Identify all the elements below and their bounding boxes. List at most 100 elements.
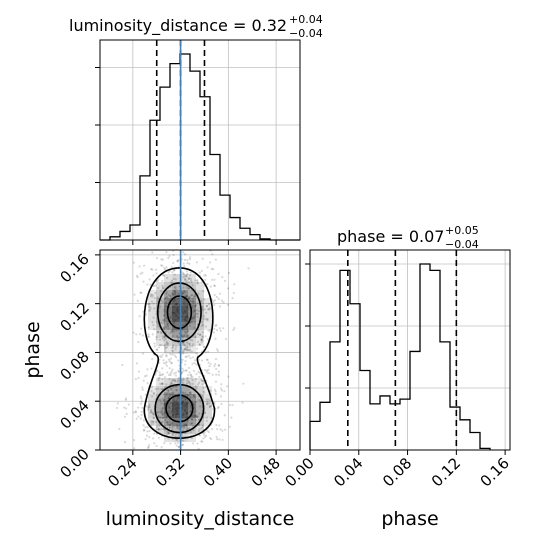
- y-axis-label-phase: phase: [22, 321, 44, 378]
- scatter-point: [151, 395, 154, 398]
- scatter-point: [196, 414, 199, 418]
- scatter-point: [213, 299, 216, 302]
- scatter-point: [160, 321, 163, 324]
- density-cell: [172, 338, 180, 346]
- scatter-point: [174, 294, 177, 297]
- scatter-point: [152, 274, 155, 277]
- scatter-point: [228, 403, 232, 407]
- x-tick-label: 0.24: [104, 454, 140, 490]
- scatter-point: [194, 396, 197, 399]
- scatter-point: [171, 292, 174, 295]
- scatter-point: [174, 435, 177, 438]
- scatter-point: [183, 424, 186, 427]
- density-cell: [196, 426, 204, 434]
- scatter-point: [165, 355, 168, 358]
- scatter-point: [162, 428, 165, 431]
- phase-title-minus: −0.04: [445, 238, 479, 251]
- scatter-point: [172, 253, 175, 257]
- scatter-point: [189, 430, 193, 434]
- scatter-point: [187, 334, 190, 337]
- scatter-point: [191, 284, 194, 287]
- histogram-step: [309, 263, 491, 450]
- scatter-point: [181, 435, 184, 438]
- scatter-point: [146, 368, 149, 371]
- density-cell: [204, 402, 212, 410]
- scatter-point: [163, 268, 166, 271]
- scatter-point: [183, 289, 186, 293]
- scatter-point: [205, 318, 208, 321]
- scatter-point: [211, 253, 214, 256]
- scatter-point: [214, 392, 217, 396]
- scatter-point: [186, 427, 190, 431]
- scatter-point: [138, 265, 141, 268]
- x-tick-label: 0.32: [152, 454, 188, 490]
- scatter-point: [182, 273, 185, 276]
- scatter-point: [209, 362, 212, 366]
- scatter-point: [148, 436, 151, 439]
- scatter-point: [195, 261, 198, 264]
- scatter-point: [157, 297, 160, 301]
- scatter-point: [193, 316, 196, 320]
- density-cell: [172, 378, 180, 386]
- scatter-point: [160, 402, 163, 405]
- scatter-point: [196, 312, 199, 315]
- scatter-point: [213, 284, 216, 287]
- scatter-point: [161, 412, 164, 415]
- density-cell: [148, 314, 156, 322]
- scatter-point: [169, 332, 172, 335]
- scatter-point: [188, 258, 192, 261]
- density-cell: [180, 402, 188, 410]
- scatter-point: [157, 428, 160, 431]
- density-cell: [188, 322, 196, 330]
- density-cell: [156, 386, 164, 394]
- scatter-point: [189, 391, 192, 394]
- scatter-point: [157, 376, 160, 380]
- phase-histogram-panel: 0.00 0.04 0.08 0.12 0.16: [281, 249, 513, 490]
- scatter-point: [164, 304, 167, 307]
- scatter-point: [209, 399, 212, 402]
- scatter-point: [190, 279, 193, 283]
- scatter-point: [134, 411, 137, 414]
- scatter-point: [164, 292, 168, 295]
- scatter-point: [166, 421, 169, 424]
- scatter-point: [202, 345, 206, 348]
- scatter-point: [185, 377, 189, 380]
- scatter-point: [170, 382, 174, 385]
- scatter-point: [191, 343, 195, 346]
- scatter-point: [190, 281, 193, 284]
- scatter-point: [186, 345, 189, 348]
- scatter-point: [175, 356, 178, 359]
- scatter-point: [164, 331, 167, 334]
- scatter-point: [174, 438, 178, 441]
- scatter-point: [168, 420, 171, 424]
- scatter-point: [161, 367, 164, 370]
- scatter-point: [137, 370, 141, 373]
- density-cell: [196, 386, 204, 394]
- scatter-point: [132, 261, 135, 264]
- scatter-point: [187, 388, 190, 392]
- scatter-point: [159, 331, 162, 334]
- scatter-point: [186, 259, 189, 262]
- scatter-point: [191, 362, 194, 365]
- scatter-point: [132, 439, 136, 442]
- scatter-point: [187, 330, 190, 333]
- scatter-point: [149, 411, 152, 414]
- scatter-point: [171, 346, 174, 350]
- scatter-point: [159, 373, 162, 376]
- density-cell: [156, 282, 164, 290]
- scatter-point: [195, 415, 198, 419]
- scatter-point: [198, 375, 201, 378]
- scatter-point: [217, 370, 220, 373]
- scatter-point: [187, 366, 191, 370]
- scatter-point: [196, 415, 199, 419]
- scatter-point: [197, 310, 201, 313]
- scatter-point: [195, 378, 198, 381]
- scatter-point: [199, 378, 202, 381]
- scatter-point: [160, 258, 163, 261]
- scatter-point: [167, 392, 171, 395]
- scatter-point: [195, 415, 198, 418]
- scatter-point: [123, 406, 126, 409]
- scatter-point: [137, 415, 140, 418]
- scatter-point: [152, 284, 155, 288]
- scatter-point: [183, 348, 187, 351]
